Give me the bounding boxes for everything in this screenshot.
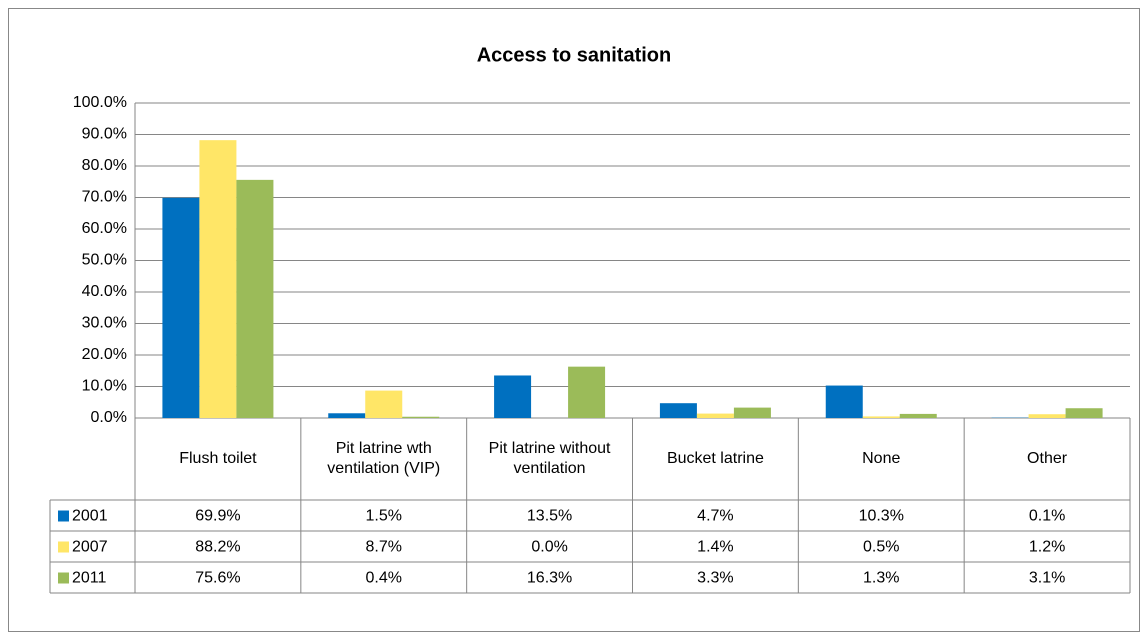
y-tick-label: 50.0% bbox=[82, 252, 127, 269]
bar bbox=[862, 416, 900, 418]
x-tick-label: None bbox=[798, 418, 964, 500]
x-tick-text: None bbox=[862, 450, 901, 467]
y-tick-label: 100.0% bbox=[73, 94, 127, 111]
table-value: 8.7% bbox=[366, 539, 402, 556]
table-value: 16.3% bbox=[527, 570, 572, 587]
y-tick-label: 20.0% bbox=[82, 346, 127, 363]
y-tick-label: 70.0% bbox=[82, 189, 127, 206]
x-tick-text: Pit latrine without ventilation bbox=[488, 440, 611, 477]
bar bbox=[899, 413, 937, 418]
x-tick-label: Bucket latrine bbox=[633, 418, 799, 500]
bar bbox=[1028, 414, 1066, 418]
x-tick-label: Flush toilet bbox=[135, 418, 301, 500]
bar bbox=[696, 413, 734, 418]
bar bbox=[733, 407, 771, 418]
bar bbox=[199, 140, 237, 419]
table-value: 75.6% bbox=[195, 570, 240, 587]
x-tick-label: Pit latrine without ventilation bbox=[467, 418, 633, 500]
x-tick-text: Bucket latrine bbox=[666, 450, 764, 467]
x-tick-text: Other bbox=[1027, 450, 1068, 467]
y-tick-label: 0.0% bbox=[91, 409, 127, 426]
bar bbox=[1065, 408, 1103, 418]
bar bbox=[402, 416, 440, 418]
y-tick-label: 90.0% bbox=[82, 126, 127, 143]
table-value: 1.5% bbox=[366, 508, 402, 525]
bar bbox=[568, 366, 606, 418]
table-value: 0.0% bbox=[531, 539, 567, 556]
x-tick-text: Pit latrine wth ventilation (VIP) bbox=[327, 440, 441, 477]
table-value: 0.1% bbox=[1029, 508, 1065, 525]
table-value: 13.5% bbox=[527, 508, 572, 525]
legend-label: 2011 bbox=[72, 570, 107, 587]
y-tick-label: 40.0% bbox=[82, 283, 127, 300]
table-value: 1.2% bbox=[1029, 539, 1065, 556]
table-value: 0.4% bbox=[366, 570, 402, 587]
table-value: 1.4% bbox=[697, 539, 733, 556]
x-tick-text: Flush toilet bbox=[179, 450, 257, 467]
legend-swatch bbox=[58, 572, 69, 584]
bar bbox=[825, 385, 863, 418]
y-tick-label: 60.0% bbox=[82, 220, 127, 237]
y-tick-label: 30.0% bbox=[82, 315, 127, 332]
table-value: 3.3% bbox=[697, 570, 733, 587]
y-tick-label: 10.0% bbox=[82, 378, 127, 395]
x-tick-label: Other bbox=[964, 418, 1130, 500]
table-value: 10.3% bbox=[859, 508, 904, 525]
bar bbox=[659, 403, 697, 418]
bar bbox=[365, 390, 403, 418]
x-tick-label: Pit latrine wth ventilation (VIP) bbox=[301, 418, 467, 500]
table-value: 0.5% bbox=[863, 539, 899, 556]
bar bbox=[236, 179, 274, 418]
table-value: 4.7% bbox=[697, 508, 733, 525]
legend-label: 2001 bbox=[72, 508, 108, 525]
chart-title: Access to sanitation bbox=[477, 44, 672, 66]
bar bbox=[162, 197, 200, 418]
bar bbox=[494, 375, 532, 418]
table-value: 88.2% bbox=[195, 539, 240, 556]
table-value: 1.3% bbox=[863, 570, 899, 587]
y-tick-label: 80.0% bbox=[82, 157, 127, 174]
legend-swatch bbox=[58, 510, 69, 522]
table-value: 3.1% bbox=[1029, 570, 1065, 587]
legend-swatch bbox=[58, 541, 69, 553]
legend-label: 2007 bbox=[72, 539, 108, 556]
bar bbox=[328, 413, 366, 418]
table-value: 69.9% bbox=[195, 508, 240, 525]
